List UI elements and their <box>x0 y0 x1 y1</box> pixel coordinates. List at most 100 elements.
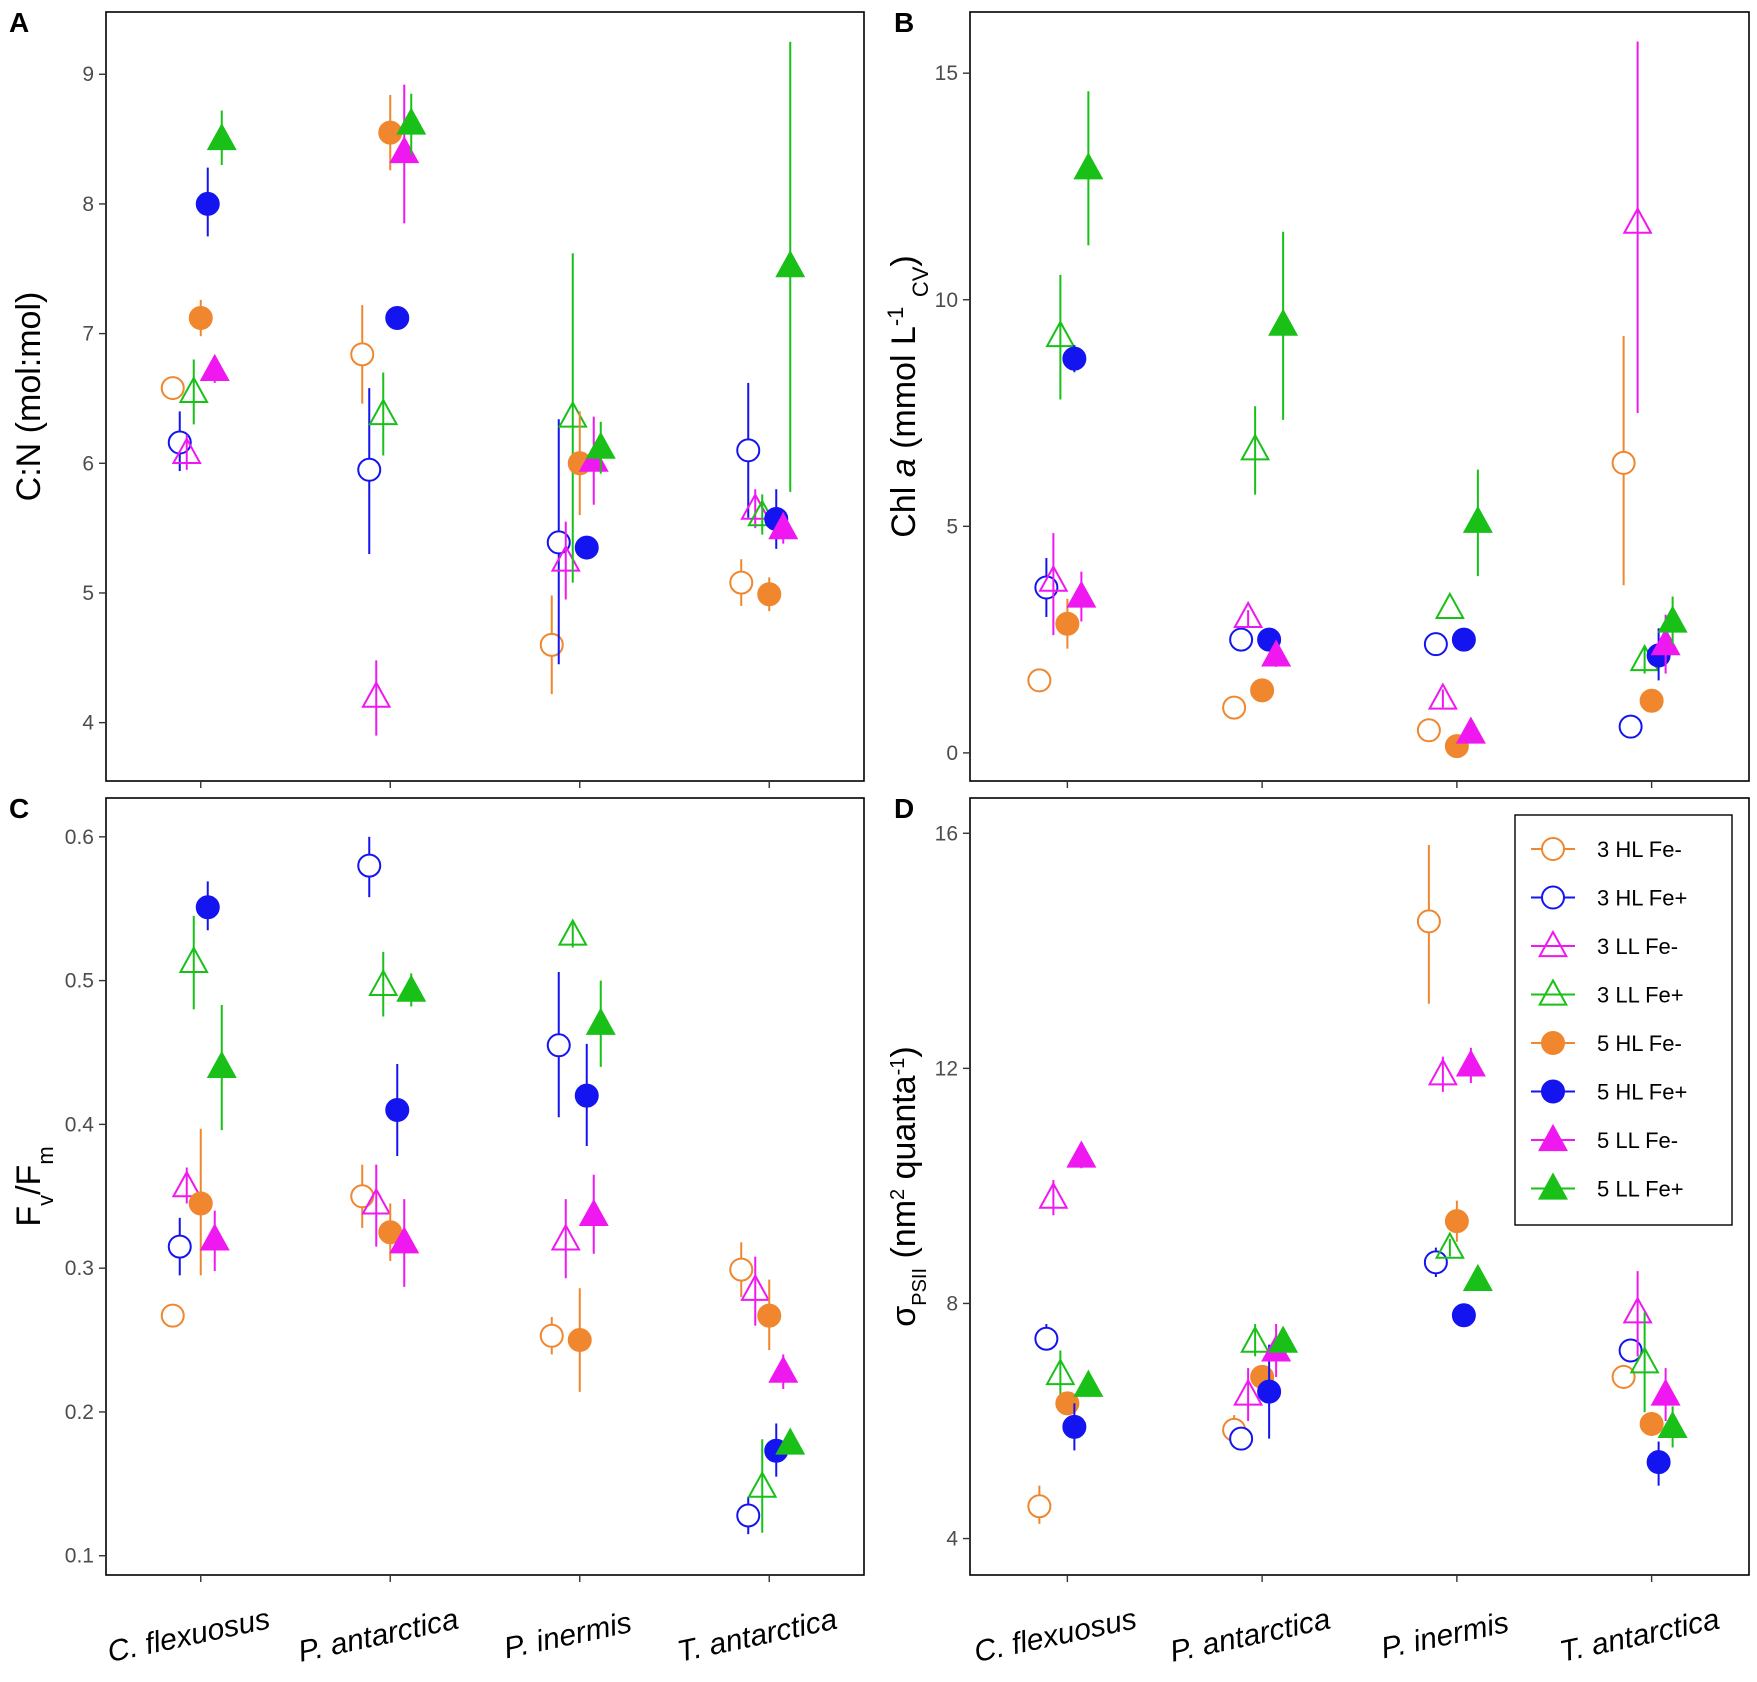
data-point <box>1240 433 1271 461</box>
panel-letter: B <box>894 7 914 38</box>
legend-label: 3 LL Fe- <box>1597 934 1678 959</box>
data-point <box>574 1083 599 1108</box>
y-tick-label: 0.5 <box>65 970 94 993</box>
series-3minusHL-Feplus <box>167 382 761 665</box>
data-point <box>389 1226 420 1254</box>
y-tick-label: 15 <box>935 62 958 85</box>
series-5minusHL-Fe- <box>188 1128 782 1392</box>
data-point <box>1451 627 1476 652</box>
data-point <box>747 1470 778 1498</box>
data-point <box>385 306 410 331</box>
data-point <box>206 1050 237 1078</box>
data-point <box>361 1187 392 1215</box>
data-point <box>557 918 588 946</box>
y-axis-label: σPSII (nm2 quanta-1) <box>885 1046 931 1326</box>
legend-marker <box>1541 1079 1565 1104</box>
y-tick-label: 9 <box>82 63 94 86</box>
data-point <box>1622 206 1653 234</box>
series-5minusLL-Feplus <box>206 973 806 1455</box>
legend: 3 HL Fe- 3 HL Fe+ 3 LL Fe- 3 LL Fe+ 5 HL Fe-… <box>1514 814 1733 1226</box>
data-point <box>1618 1338 1643 1363</box>
data-point <box>1657 1410 1688 1438</box>
data-point <box>775 1427 806 1455</box>
y-axis-label: C:N (mol:mol) <box>10 292 48 502</box>
data-point <box>160 1303 185 1328</box>
data-point <box>1462 1263 1493 1292</box>
data-point <box>160 376 185 401</box>
data-point <box>1416 718 1441 743</box>
data-point <box>1027 668 1052 693</box>
series-5minusLL-Fe- <box>199 1174 799 1389</box>
y-tick-label: 0.6 <box>65 826 94 849</box>
data-point <box>1427 682 1458 710</box>
data-point <box>1434 591 1465 619</box>
data-point <box>1038 1181 1069 1209</box>
x-category-label: P. antarctica <box>295 1603 461 1669</box>
data-point <box>578 1198 609 1227</box>
data-point <box>368 397 399 426</box>
data-point <box>567 1328 592 1353</box>
data-point <box>396 974 427 1002</box>
data-point <box>1427 1058 1458 1086</box>
series-5minusLL-Fe- <box>199 84 799 544</box>
legend-label: 3 LL Fe+ <box>1597 983 1684 1008</box>
series-3minusLL-Fe- <box>1038 41 1653 710</box>
series-5minusLL-Feplus <box>1073 1263 1688 1448</box>
data-point <box>1444 1209 1469 1234</box>
data-point <box>1257 1379 1282 1404</box>
series-3minusLL-Fe- <box>171 1164 771 1326</box>
legend-marker <box>1541 837 1565 861</box>
data-point <box>178 375 209 404</box>
data-point <box>1066 1140 1097 1168</box>
series-3minusHL-Fe- <box>160 1164 754 1355</box>
panel-letter: D <box>894 793 914 824</box>
data-point <box>1055 1391 1080 1416</box>
data-point <box>1034 1326 1059 1351</box>
data-point <box>574 535 599 560</box>
data-point <box>1268 1325 1299 1353</box>
legend-label: 5 LL Fe+ <box>1597 1177 1684 1202</box>
data-point <box>1434 1231 1465 1259</box>
data-point <box>1455 1049 1486 1077</box>
data-point <box>171 1170 202 1198</box>
data-point <box>1611 1364 1636 1389</box>
data-point <box>199 1223 230 1251</box>
data-point <box>1034 575 1059 600</box>
data-point <box>740 1273 771 1301</box>
x-category-label: P. inermis <box>1378 1606 1512 1665</box>
data-point <box>361 680 392 708</box>
data-point <box>585 1007 616 1035</box>
legend-label: 5 HL Fe+ <box>1597 1080 1687 1105</box>
data-point <box>1423 1250 1448 1275</box>
series-5minusHL-Feplus <box>195 881 789 1477</box>
data-point <box>206 123 237 151</box>
data-point <box>1639 1411 1664 1436</box>
y-tick-label: 10 <box>935 289 958 312</box>
series-5minusHL-Fe- <box>1055 1200 1664 1436</box>
data-point <box>729 1257 754 1282</box>
y-tick-label: 16 <box>935 822 958 845</box>
y-tick-label: 4 <box>946 1528 958 1551</box>
x-category-label: C. flexuosus <box>971 1602 1139 1669</box>
y-tick-label: 0.1 <box>65 1545 94 1568</box>
data-point <box>1462 505 1493 533</box>
series-3minusLL-Feplus <box>1045 1231 1660 1413</box>
y-tick-label: 8 <box>82 193 94 216</box>
data-point <box>1233 1378 1264 1406</box>
panel-letter: A <box>9 7 29 38</box>
series-3minusLL-Feplus <box>178 915 778 1533</box>
data-point <box>736 1503 761 1528</box>
data-point <box>350 342 375 367</box>
data-point <box>768 1355 799 1383</box>
data-point <box>1240 1325 1271 1353</box>
panel-letter: C <box>9 793 29 824</box>
data-point <box>1423 632 1448 657</box>
data-point <box>1027 1494 1052 1519</box>
x-category-label: C. flexuosus <box>105 1602 273 1669</box>
data-point <box>188 306 213 331</box>
panel-frame <box>969 797 1750 1576</box>
data-point <box>396 107 427 135</box>
data-point <box>1045 319 1076 348</box>
data-point <box>357 853 382 878</box>
